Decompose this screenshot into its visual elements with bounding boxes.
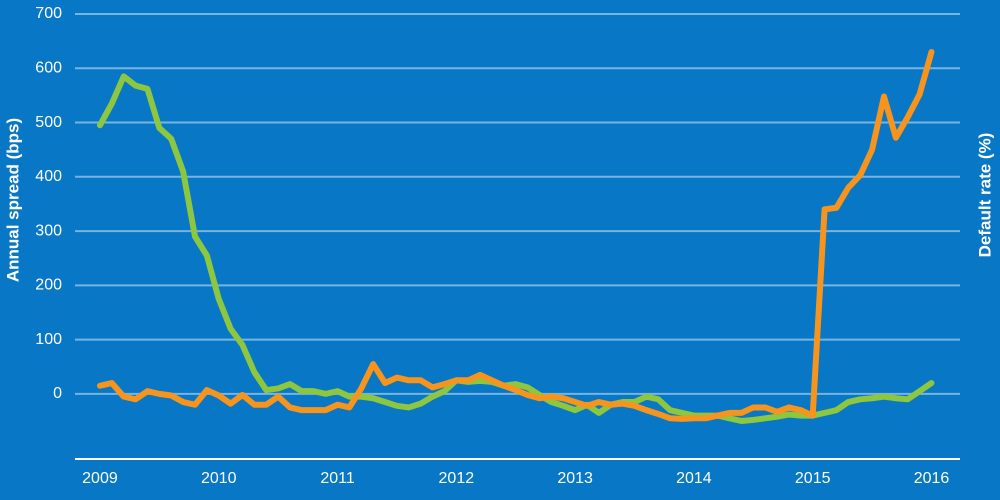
y2-axis-title: Default rate (%) xyxy=(975,133,994,258)
series-line xyxy=(96,73,935,425)
y-tick-label: 100 xyxy=(35,331,62,348)
y-tick-label: 200 xyxy=(35,277,62,294)
x-tick-label: 2014 xyxy=(676,470,712,487)
y-axis-title: Annual spread (bps) xyxy=(3,118,22,282)
x-tick-label: 2009 xyxy=(82,470,118,487)
x-tick-label: 2011 xyxy=(320,470,355,487)
y-tick-label: 700 xyxy=(35,5,62,22)
y-tick-label: 500 xyxy=(35,114,62,131)
series-line xyxy=(96,48,935,422)
y-tick-label: 0 xyxy=(53,385,62,402)
y-tick-label: 600 xyxy=(35,59,62,76)
x-tick-label: 2012 xyxy=(439,470,475,487)
x-tick-label: 2010 xyxy=(201,470,237,487)
x-tick-label: 2016 xyxy=(914,470,950,487)
x-tick-label: 2013 xyxy=(557,470,593,487)
x-tick-label: 2015 xyxy=(795,470,831,487)
y-tick-label: 300 xyxy=(35,222,62,239)
y-tick-label: 400 xyxy=(35,168,62,185)
